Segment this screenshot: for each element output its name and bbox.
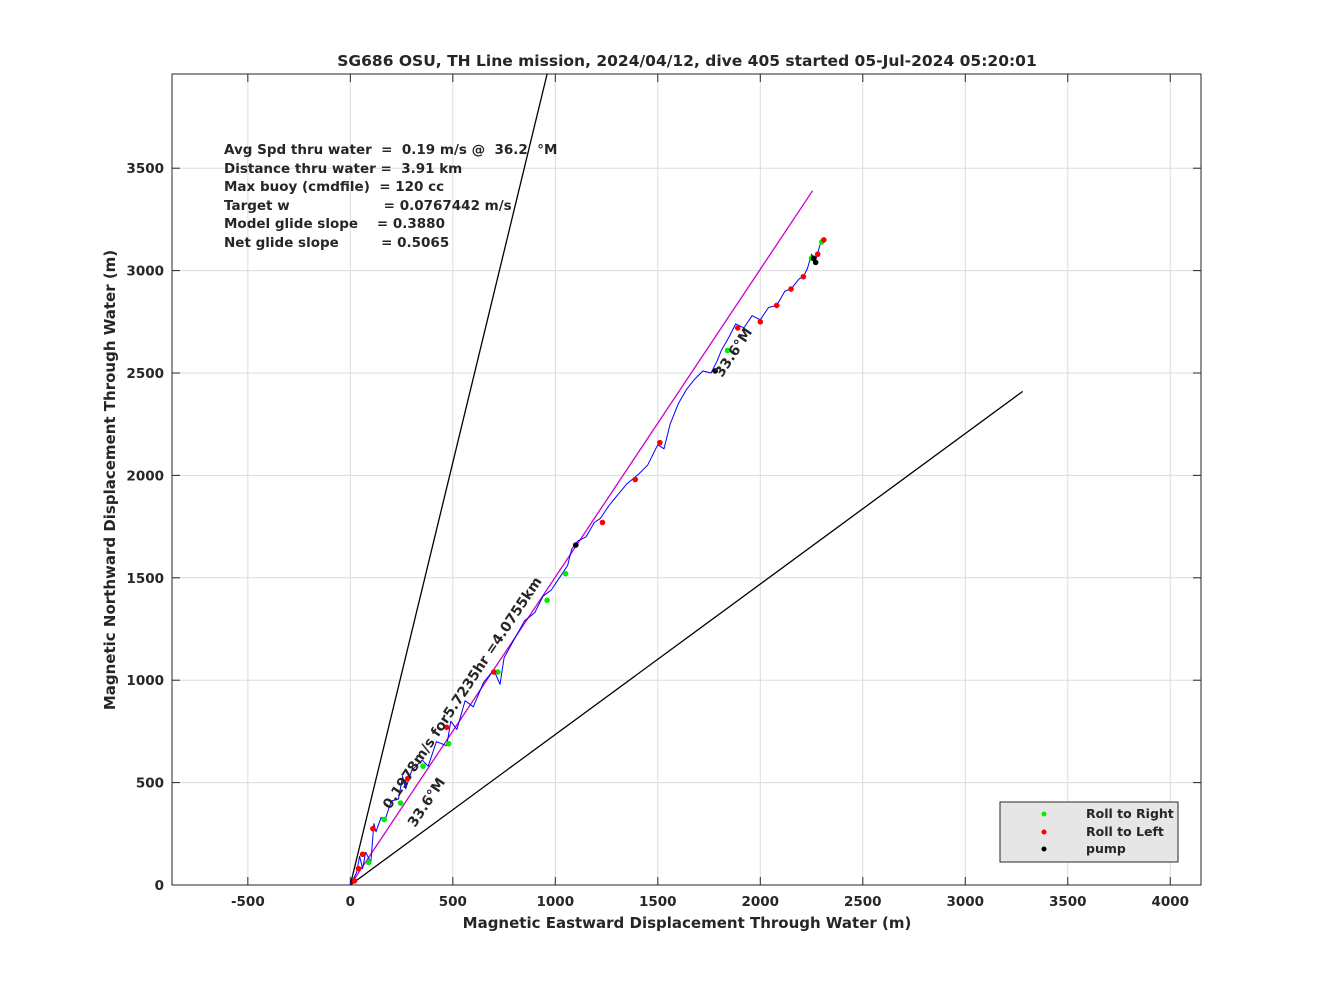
info-line: Model glide slope = 0.3880	[224, 216, 445, 232]
roll-right-marker	[420, 763, 426, 770]
speed-annotation: 0.1978m/s for5.7235hr =4.0755km	[380, 574, 545, 812]
chart-title: SG686 OSU, TH Line mission, 2024/04/12, …	[337, 52, 1037, 70]
legend-marker-pump	[1041, 846, 1047, 852]
y-tick-label: 3500	[126, 161, 164, 177]
legend-marker-roll-left	[1041, 829, 1047, 835]
x-tick-label: 4000	[1151, 894, 1189, 910]
legend-label-roll-left: Roll to Left	[1086, 824, 1164, 839]
ticks: -500 0 500 1000 1500 2000 2500 3000 3500 4000 0 500…	[126, 74, 1201, 910]
y-tick-label: 2000	[126, 468, 164, 484]
roll-left-marker	[404, 775, 411, 782]
y-tick-label: 1500	[126, 571, 164, 587]
grid	[172, 74, 1201, 886]
roll-right-marker	[724, 347, 731, 354]
roll-left-marker	[800, 273, 807, 280]
legend-label-roll-right: Roll to Right	[1086, 806, 1174, 821]
y-tick-label: 0	[155, 878, 164, 894]
roll-right-marker	[495, 669, 501, 675]
cone-right-line	[349, 390, 1024, 886]
x-tick-label: 2500	[844, 894, 882, 910]
x-tick-label: 500	[439, 894, 467, 910]
x-tick-label: -500	[231, 894, 265, 910]
pump-marker	[573, 542, 579, 548]
roll-right-marker	[381, 816, 387, 823]
heading-annotation-upper: 33.6°M	[712, 325, 756, 380]
roll-left-marker	[757, 319, 764, 325]
series	[349, 73, 1024, 886]
x-tick-label: 2000	[742, 894, 780, 910]
markers	[351, 237, 827, 884]
roll-left-marker	[773, 302, 780, 309]
roll-left-marker	[814, 251, 821, 258]
roll-left-marker	[351, 878, 358, 884]
roll-left-marker	[734, 325, 741, 331]
y-tick-label: 3000	[126, 264, 164, 280]
x-axis-label: Magnetic Eastward Displacement Through W…	[463, 914, 912, 932]
planned-track-line	[349, 190, 814, 886]
roll-right-marker	[544, 597, 550, 604]
pump-marker	[712, 368, 718, 374]
x-tick-label: 1000	[537, 894, 575, 910]
roll-left-marker	[359, 851, 366, 858]
info-line: Avg Spd thru water = 0.19 m/s @ 36.2 °M	[224, 142, 557, 158]
roll-right-marker	[445, 740, 452, 747]
roll-right-marker	[365, 859, 372, 866]
pump-marker	[812, 259, 819, 266]
roll-left-marker	[599, 519, 606, 526]
roll-left-marker	[491, 669, 497, 675]
axes-frame	[171, 73, 1202, 886]
info-line: Net glide slope = 0.5065	[224, 235, 449, 251]
x-tick-label: 0	[346, 894, 355, 910]
y-tick-label: 500	[136, 776, 164, 792]
legend-label-pump: pump	[1086, 841, 1126, 856]
info-line: Distance thru water = 3.91 km	[224, 161, 462, 177]
y-tick-label: 1000	[126, 673, 164, 689]
x-tick-label: 3500	[1049, 894, 1087, 910]
legend: Roll to Right Roll to Left pump	[999, 801, 1179, 863]
legend-box	[999, 801, 1179, 863]
roll-left-marker	[821, 237, 827, 243]
roll-left-marker	[370, 825, 376, 832]
info-box: Avg Spd thru water = 0.19 m/s @ 36.2 °M …	[224, 142, 557, 251]
roll-right-marker	[562, 570, 569, 577]
x-tick-label: 3000	[946, 894, 984, 910]
roll-right-marker	[397, 800, 404, 806]
info-line: Max buoy (cmdfile) = 120 cc	[224, 179, 444, 195]
x-tick-label: 1500	[639, 894, 677, 910]
roll-left-marker	[355, 865, 362, 872]
legend-marker-roll-right	[1041, 811, 1047, 817]
roll-left-marker	[788, 286, 794, 292]
roll-left-marker	[657, 439, 663, 446]
cone-left-line	[349, 73, 548, 886]
y-axis-label: Magnetic Northward Displacement Through …	[101, 250, 119, 710]
y-tick-label: 2500	[126, 366, 164, 382]
roll-left-marker	[632, 476, 639, 483]
roll-left-marker	[443, 724, 450, 731]
info-line: Target w = 0.0767442 m/s	[224, 198, 512, 214]
